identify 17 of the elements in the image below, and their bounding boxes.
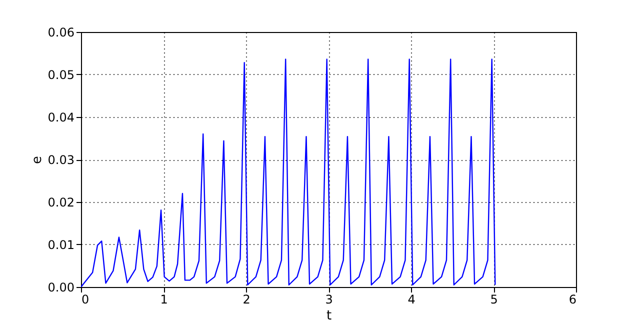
x-tick-label: 5	[490, 292, 498, 306]
x-tick-label: 3	[325, 292, 333, 306]
x-tick-label: 4	[408, 292, 416, 306]
x-tick-label: 0	[82, 292, 90, 306]
x-tick-label: 2	[242, 292, 250, 306]
y-axis-title: e	[30, 156, 45, 164]
x-tick-label: 6	[568, 292, 576, 306]
y-tick-label: 0.02	[48, 196, 74, 210]
y-tick-label: 0.03	[48, 153, 74, 167]
y-tick-label: 0.01	[48, 238, 74, 252]
x-tick-label: 1	[160, 292, 168, 306]
line-series	[81, 58, 496, 287]
y-tick-label: 0.00	[48, 280, 74, 294]
x-axis-title: t	[326, 308, 332, 320]
y-tick-label: 0.06	[48, 26, 74, 40]
y-tick-label: 0.04	[48, 110, 74, 124]
y-tick-label: 0.05	[48, 68, 74, 82]
